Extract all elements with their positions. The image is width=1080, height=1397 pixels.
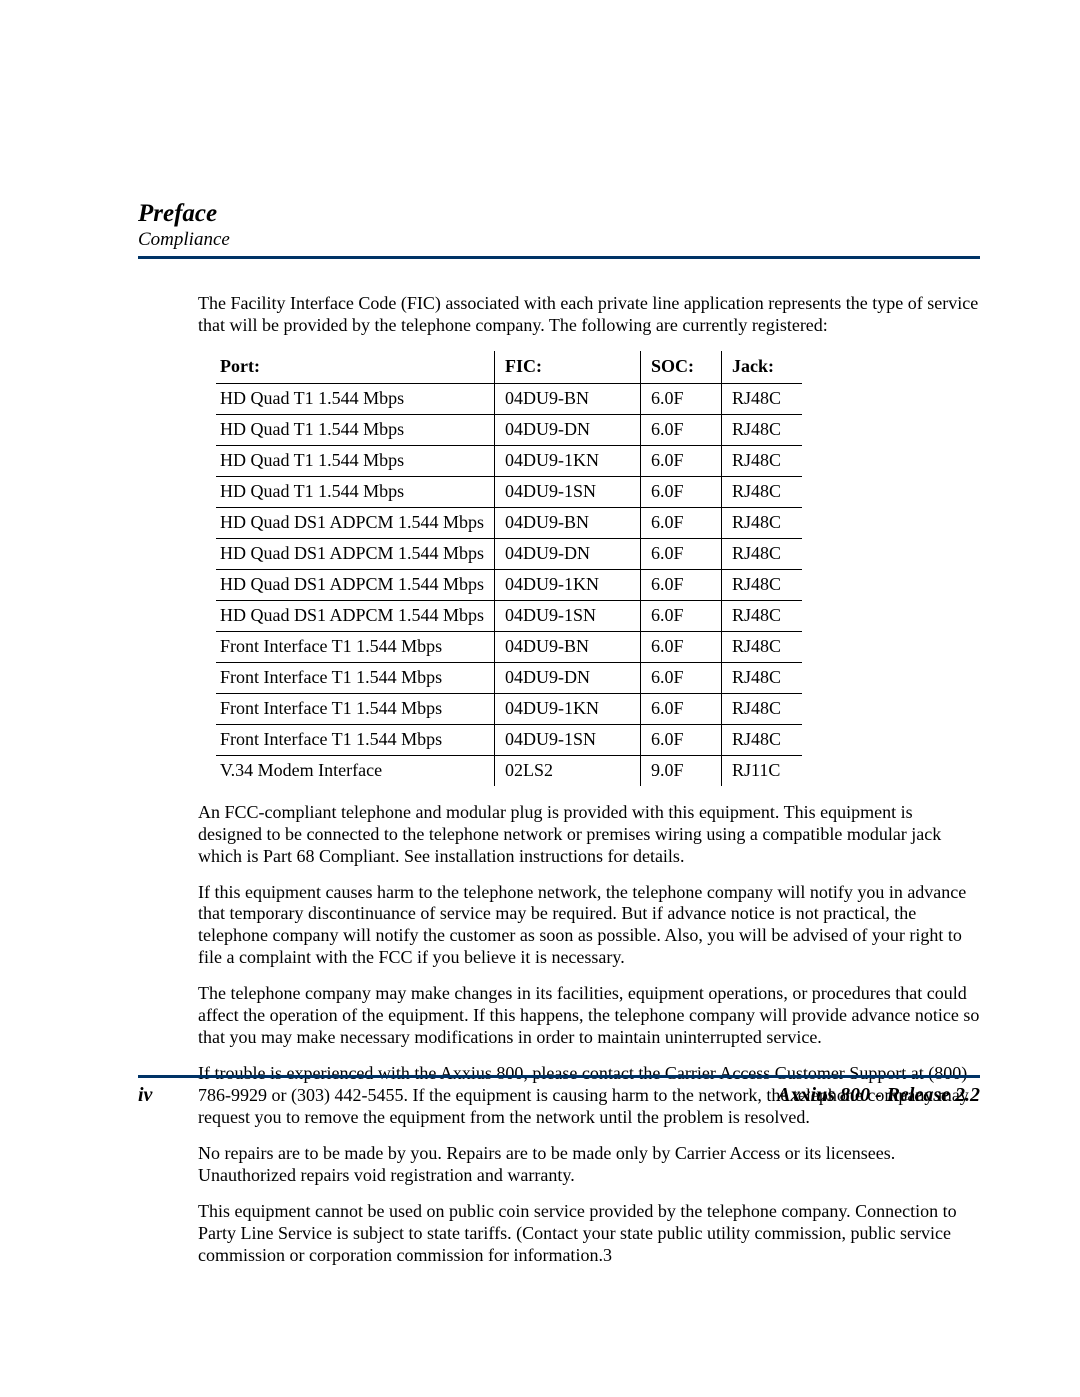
body-paragraph: This equipment cannot be used on public … <box>198 1201 980 1267</box>
cell-fic: 04DU9-1SN <box>495 724 641 755</box>
cell-soc: 6.0F <box>641 384 722 415</box>
table-row: HD Quad T1 1.544 Mbps04DU9-1KN6.0FRJ48C <box>216 446 802 477</box>
cell-soc: 6.0F <box>641 662 722 693</box>
cell-soc: 9.0F <box>641 755 722 785</box>
cell-fic: 04DU9-DN <box>495 662 641 693</box>
table-body: HD Quad T1 1.544 Mbps04DU9-BN6.0FRJ48C H… <box>216 384 802 786</box>
cell-port: HD Quad T1 1.544 Mbps <box>216 384 495 415</box>
cell-fic: 04DU9-BN <box>495 631 641 662</box>
table-row: HD Quad T1 1.544 Mbps04DU9-BN6.0FRJ48C <box>216 384 802 415</box>
cell-fic: 04DU9-1KN <box>495 569 641 600</box>
footer-rule <box>138 1075 980 1078</box>
cell-soc: 6.0F <box>641 508 722 539</box>
cell-fic: 04DU9-1SN <box>495 477 641 508</box>
cell-jack: RJ48C <box>722 384 803 415</box>
cell-port: HD Quad T1 1.544 Mbps <box>216 415 495 446</box>
cell-fic: 04DU9-1SN <box>495 600 641 631</box>
cell-jack: RJ48C <box>722 477 803 508</box>
header-title: Preface <box>138 200 980 228</box>
cell-port: Front Interface T1 1.544 Mbps <box>216 693 495 724</box>
cell-soc: 6.0F <box>641 569 722 600</box>
cell-soc: 6.0F <box>641 477 722 508</box>
cell-jack: RJ11C <box>722 755 803 785</box>
cell-jack: RJ48C <box>722 569 803 600</box>
page-footer: iv Axxius 800 - Release 2.2 <box>138 1075 980 1107</box>
body-paragraph: If this equipment causes harm to the tel… <box>198 882 980 970</box>
cell-jack: RJ48C <box>722 693 803 724</box>
cell-fic: 02LS2 <box>495 755 641 785</box>
body-paragraph: The telephone company may make changes i… <box>198 983 980 1049</box>
cell-port: Front Interface T1 1.544 Mbps <box>216 724 495 755</box>
table-row: HD Quad T1 1.544 Mbps04DU9-DN6.0FRJ48C <box>216 415 802 446</box>
cell-jack: RJ48C <box>722 631 803 662</box>
body-paragraph: No repairs are to be made by you. Repair… <box>198 1143 980 1187</box>
table-row: HD Quad DS1 ADPCM 1.544 Mbps04DU9-BN6.0F… <box>216 508 802 539</box>
cell-fic: 04DU9-BN <box>495 508 641 539</box>
table-row: Front Interface T1 1.544 Mbps04DU9-1SN6.… <box>216 724 802 755</box>
cell-fic: 04DU9-1KN <box>495 446 641 477</box>
cell-soc: 6.0F <box>641 415 722 446</box>
cell-jack: RJ48C <box>722 415 803 446</box>
page-header: Preface Compliance <box>138 200 980 259</box>
table-row: HD Quad DS1 ADPCM 1.544 Mbps04DU9-1KN6.0… <box>216 569 802 600</box>
cell-fic: 04DU9-DN <box>495 415 641 446</box>
body-paragraph: An FCC-compliant telephone and modular p… <box>198 802 980 868</box>
cell-soc: 6.0F <box>641 446 722 477</box>
cell-fic: 04DU9-BN <box>495 384 641 415</box>
header-subtitle: Compliance <box>138 230 980 251</box>
table-row: Front Interface T1 1.544 Mbps04DU9-BN6.0… <box>216 631 802 662</box>
cell-jack: RJ48C <box>722 662 803 693</box>
table-row: Front Interface T1 1.544 Mbps04DU9-DN6.0… <box>216 662 802 693</box>
cell-jack: RJ48C <box>722 600 803 631</box>
cell-port: Front Interface T1 1.544 Mbps <box>216 662 495 693</box>
document-page: Preface Compliance The Facility Interfac… <box>0 0 1080 1397</box>
col-header-fic: FIC: <box>495 351 641 383</box>
page-number: iv <box>138 1084 152 1107</box>
cell-port: Front Interface T1 1.544 Mbps <box>216 631 495 662</box>
cell-jack: RJ48C <box>722 724 803 755</box>
fic-table: Port: FIC: SOC: Jack: HD Quad T1 1.544 M… <box>216 351 802 785</box>
table-header-row: Port: FIC: SOC: Jack: <box>216 351 802 383</box>
cell-jack: RJ48C <box>722 539 803 570</box>
table-row: Front Interface T1 1.544 Mbps04DU9-1KN6.… <box>216 693 802 724</box>
page-body: The Facility Interface Code (FIC) associ… <box>198 259 980 1266</box>
cell-soc: 6.0F <box>641 600 722 631</box>
cell-fic: 04DU9-DN <box>495 539 641 570</box>
doc-title: Axxius 800 - Release 2.2 <box>777 1084 980 1107</box>
cell-port: HD Quad DS1 ADPCM 1.544 Mbps <box>216 508 495 539</box>
col-header-port: Port: <box>216 351 495 383</box>
cell-port: HD Quad DS1 ADPCM 1.544 Mbps <box>216 539 495 570</box>
cell-fic: 04DU9-1KN <box>495 693 641 724</box>
cell-soc: 6.0F <box>641 724 722 755</box>
cell-soc: 6.0F <box>641 539 722 570</box>
cell-port: HD Quad T1 1.544 Mbps <box>216 477 495 508</box>
intro-paragraph: The Facility Interface Code (FIC) associ… <box>198 293 980 337</box>
cell-port: HD Quad T1 1.544 Mbps <box>216 446 495 477</box>
col-header-soc: SOC: <box>641 351 722 383</box>
table-row: HD Quad T1 1.544 Mbps04DU9-1SN6.0FRJ48C <box>216 477 802 508</box>
table-row: HD Quad DS1 ADPCM 1.544 Mbps04DU9-DN6.0F… <box>216 539 802 570</box>
cell-port: HD Quad DS1 ADPCM 1.544 Mbps <box>216 569 495 600</box>
col-header-jack: Jack: <box>722 351 803 383</box>
cell-jack: RJ48C <box>722 446 803 477</box>
cell-port: V.34 Modem Interface <box>216 755 495 785</box>
cell-soc: 6.0F <box>641 693 722 724</box>
table-row: HD Quad DS1 ADPCM 1.544 Mbps04DU9-1SN6.0… <box>216 600 802 631</box>
cell-jack: RJ48C <box>722 508 803 539</box>
table-row: V.34 Modem Interface02LS29.0FRJ11C <box>216 755 802 785</box>
cell-port: HD Quad DS1 ADPCM 1.544 Mbps <box>216 600 495 631</box>
cell-soc: 6.0F <box>641 631 722 662</box>
